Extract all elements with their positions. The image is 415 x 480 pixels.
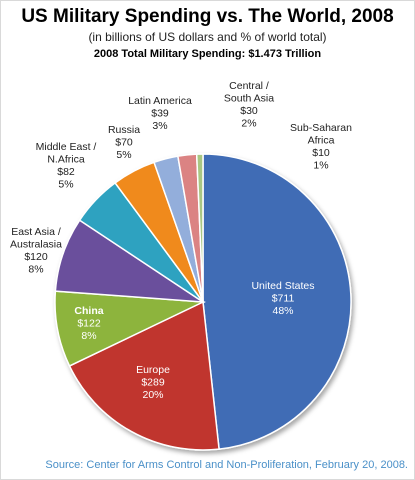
total-spending-label: 2008 Total Military Spending: $1.473 Tri… [93, 48, 322, 60]
chart-subtitle: (in billions of US dollars and % of worl… [88, 30, 327, 44]
slice-label-sub-saharan-africa: Sub-Saharan Africa $10 1% [290, 122, 352, 172]
chart-title: US Military Spending vs. The World, 2008 [21, 6, 394, 27]
source-note: Source: Center for Arms Control and Non-… [45, 459, 408, 471]
pie-slice-sub-saharan-africa [195, 153, 204, 303]
pie-slice-europe [68, 300, 220, 451]
slice-label-europe: Europe $289 20% [136, 364, 170, 401]
slice-label-east-asia-australasia: East Asia / Australasia $120 8% [10, 226, 62, 276]
slice-label-russia: Russia $70 5% [108, 124, 140, 161]
slice-label-middle-east-n-africa: Middle East / N.Africa $82 5% [36, 141, 97, 191]
slice-label-united-states: United States $711 48% [251, 280, 314, 317]
slice-label-china: China $122 8% [74, 305, 103, 342]
slice-label-latin-america: Latin America $39 3% [128, 95, 192, 132]
pie-slice-united-states [202, 153, 352, 450]
slice-label-central-south-asia: Central / South Asia $30 2% [224, 80, 274, 130]
